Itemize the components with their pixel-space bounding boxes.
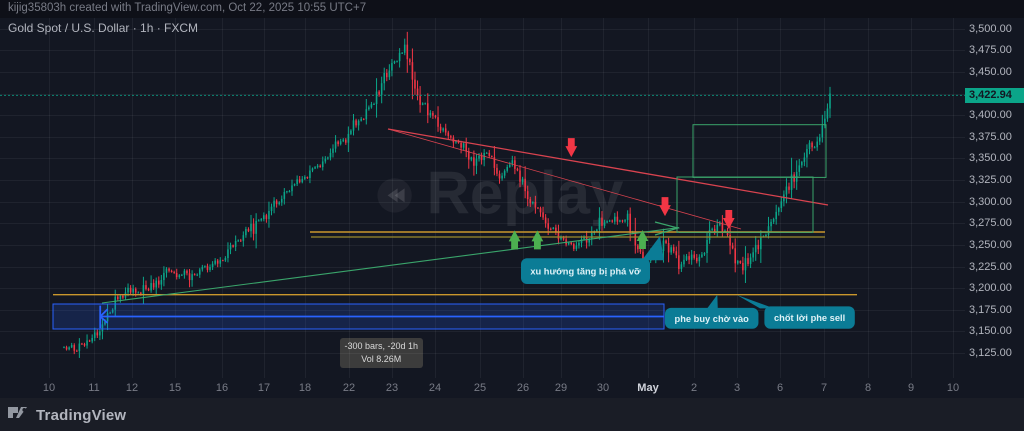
svg-text:xu hướng tăng bị phá vỡ: xu hướng tăng bị phá vỡ: [530, 267, 641, 277]
svg-text:phe buy chờ vào: phe buy chờ vào: [675, 314, 750, 324]
svg-text:chốt lời phe sell: chốt lời phe sell: [774, 313, 845, 323]
